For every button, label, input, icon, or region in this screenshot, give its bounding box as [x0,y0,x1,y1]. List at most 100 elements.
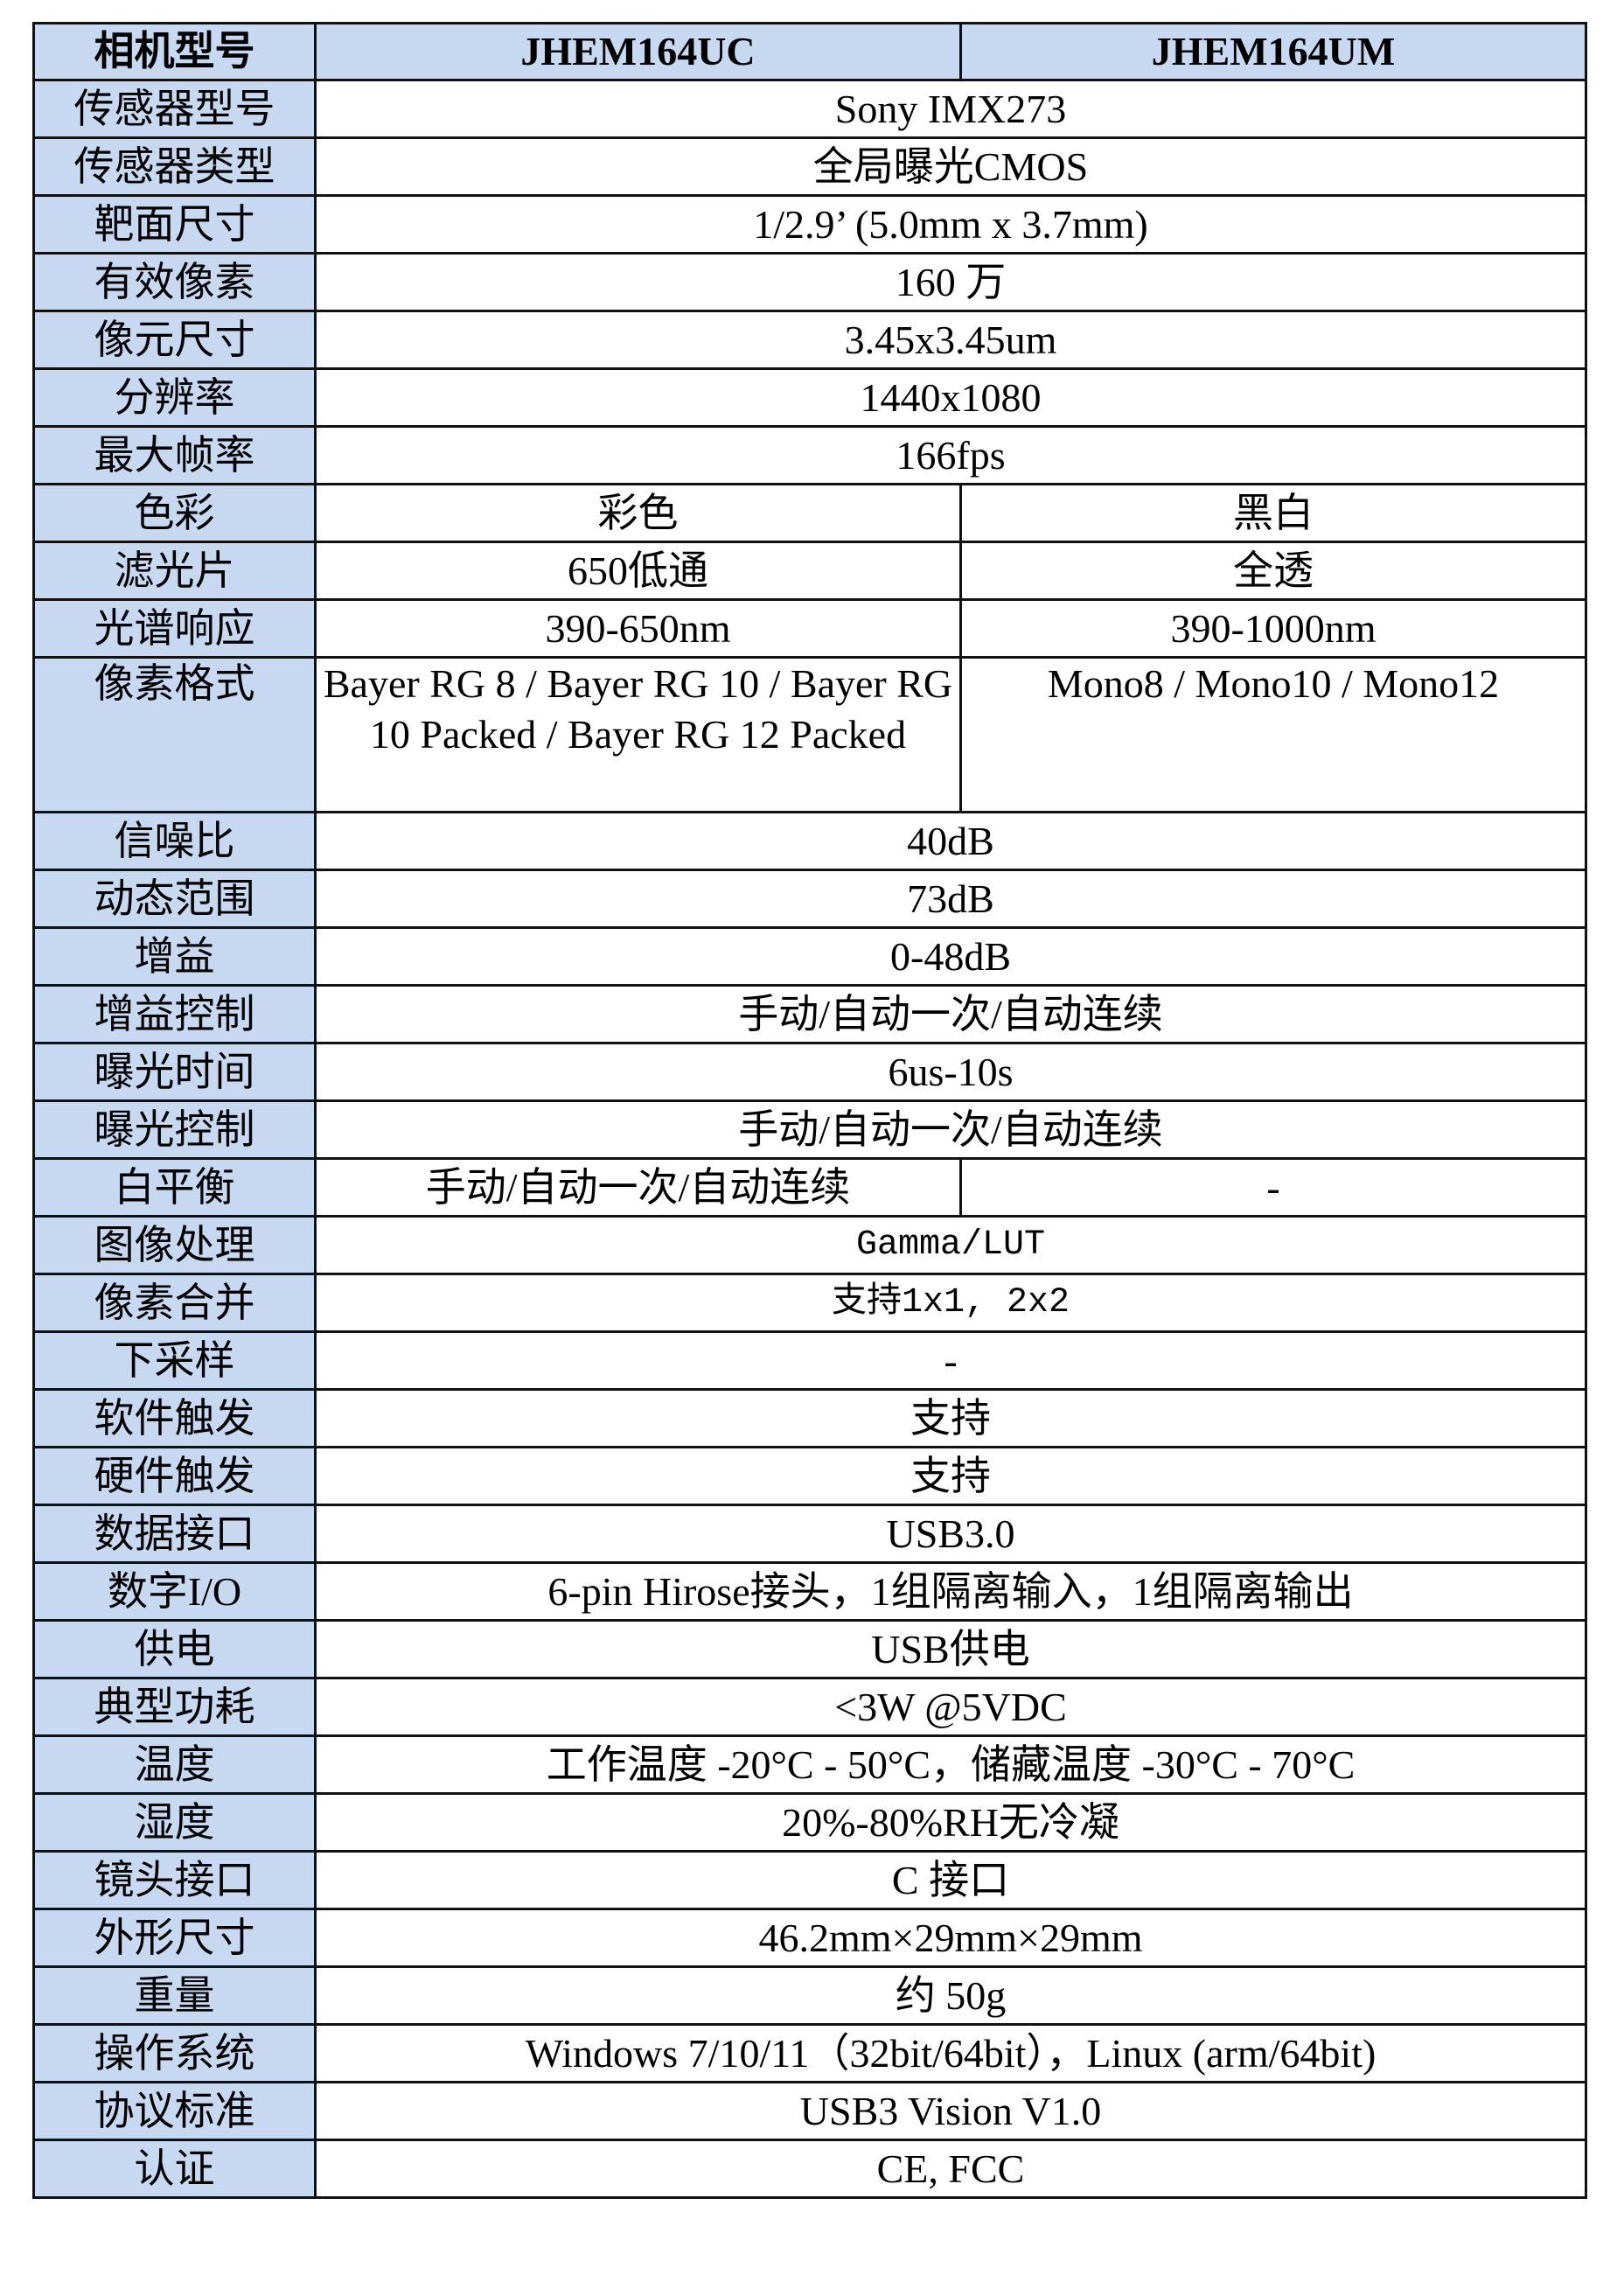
spec-value-um: 390-1000nm [959,598,1587,659]
spec-value: 手动/自动一次/自动连续 [314,984,1587,1044]
spec-label: 湿度 [32,1792,317,1853]
spec-label: 外形尺寸 [32,1908,317,1968]
spec-label: 传感器型号 [32,79,317,139]
spec-value: 6-pin Hirose接头，1组隔离输入，1组隔离输出 [314,1561,1587,1622]
spec-value: C 接口 [314,1850,1587,1910]
spec-value: 73dB [314,869,1587,929]
spec-value-um: - [959,1157,1587,1218]
table-row: 传感器型号 Sony IMX273 [32,79,1587,139]
spec-value: 手动/自动一次/自动连续 [314,1099,1587,1160]
table-row: 湿度 20%-80%RH无冷凝 [32,1792,1587,1853]
spec-value-uc: 手动/自动一次/自动连续 [314,1157,962,1218]
table-row: 滤光片 650低通 全透 [32,541,1587,601]
spec-value-um: 全透 [959,541,1587,601]
table-row: 白平衡 手动/自动一次/自动连续 - [32,1157,1587,1218]
spec-value: USB3.0 [314,1504,1587,1564]
table-row: 镜头接口 C 接口 [32,1850,1587,1910]
spec-value: <3W @5VDC [314,1677,1587,1737]
spec-value: USB3 Vision V1.0 [314,2081,1587,2141]
table-row: 光谱响应 390-650nm 390-1000nm [32,598,1587,659]
table-row: 认证 CE, FCC [32,2139,1587,2199]
table-row: 温度 工作温度 -20°C - 50°C，储藏温度 -30°C - 70°C [32,1734,1587,1795]
spec-label: 镜头接口 [32,1850,317,1910]
table-row: 数字I/O 6-pin Hirose接头，1组隔离输入，1组隔离输出 [32,1561,1587,1622]
spec-value-uc: 彩色 [314,483,962,543]
spec-label: 有效像素 [32,252,317,312]
spec-value: 支持 [314,1446,1587,1506]
spec-label: 像素格式 [32,656,317,813]
spec-value: Gamma/LUT [314,1215,1587,1275]
spec-label: 温度 [32,1734,317,1795]
table-row: 协议标准 USB3 Vision V1.0 [32,2081,1587,2141]
header-row: 相机型号 JHEM164UC JHEM164UM [32,22,1587,81]
spec-label: 增益 [32,926,317,987]
table-row: 有效像素 160 万 [32,252,1587,312]
spec-label: 曝光时间 [32,1042,317,1102]
spec-label: 白平衡 [32,1157,317,1218]
table-row: 曝光控制 手动/自动一次/自动连续 [32,1099,1587,1160]
spec-label: 分辨率 [32,367,317,428]
spec-label: 数据接口 [32,1504,317,1564]
spec-label: 硬件触发 [32,1446,317,1506]
spec-value: Sony IMX273 [314,79,1587,139]
spec-label: 动态范围 [32,869,317,929]
spec-value: 全局曝光CMOS [314,136,1587,197]
table-row: 硬件触发 支持 [32,1446,1587,1506]
spec-value: Windows 7/10/11（32bit/64bit），Linux (arm/… [314,2023,1587,2083]
spec-label: 软件触发 [32,1388,317,1448]
table-row: 典型功耗 <3W @5VDC [32,1677,1587,1737]
spec-value: 6us-10s [314,1042,1587,1102]
spec-label: 操作系统 [32,2023,317,2083]
table-row: 下采样 - [32,1330,1587,1391]
spec-table: 相机型号 JHEM164UC JHEM164UM 传感器型号 Sony IMX27… [32,22,1587,2199]
spec-label: 下采样 [32,1330,317,1391]
table-row: 供电 USB供电 [32,1619,1587,1679]
spec-value: USB供电 [314,1619,1587,1679]
spec-label: 像元尺寸 [32,310,317,370]
spec-value: 160 万 [314,252,1587,312]
spec-value: 1440x1080 [314,367,1587,428]
spec-value: 工作温度 -20°C - 50°C，储藏温度 -30°C - 70°C [314,1734,1587,1795]
table-row: 信噪比 40dB [32,811,1587,871]
spec-value: 46.2mm×29mm×29mm [314,1908,1587,1968]
spec-value: CE, FCC [314,2139,1587,2199]
table-row: 增益控制 手动/自动一次/自动连续 [32,984,1587,1044]
spec-value-uc: Bayer RG 8 / Bayer RG 10 / Bayer RG 10 P… [314,656,962,813]
spec-label: 信噪比 [32,811,317,871]
spec-label: 传感器类型 [32,136,317,197]
table-row: 靶面尺寸 1/2.9’ (5.0mm x 3.7mm) [32,194,1587,255]
spec-label: 靶面尺寸 [32,194,317,255]
table-row: 图像处理 Gamma/LUT [32,1215,1587,1275]
spec-value: 支持 [314,1388,1587,1448]
spec-value: 0-48dB [314,926,1587,987]
table-row: 最大帧率 166fps [32,425,1587,485]
model-uc: JHEM164UC [314,22,962,81]
spec-value-um: 黑白 [959,483,1587,543]
table-row: 传感器类型 全局曝光CMOS [32,136,1587,197]
spec-label: 色彩 [32,483,317,543]
spec-label: 数字I/O [32,1561,317,1622]
spec-label: 光谱响应 [32,598,317,659]
table-row: 操作系统 Windows 7/10/11（32bit/64bit），Linux (… [32,2023,1587,2083]
spec-value-um: Mono8 / Mono10 / Mono12 [959,656,1587,813]
spec-value-uc: 390-650nm [314,598,962,659]
spec-value: 20%-80%RH无冷凝 [314,1792,1587,1853]
spec-value: 166fps [314,425,1587,485]
spec-value: 40dB [314,811,1587,871]
table-row: 像元尺寸 3.45x3.45um [32,310,1587,370]
table-row: 动态范围 73dB [32,869,1587,929]
spec-value: 约 50g [314,1965,1587,2026]
spec-label: 协议标准 [32,2081,317,2141]
spec-label: 典型功耗 [32,1677,317,1737]
table-row: 增益 0-48dB [32,926,1587,987]
table-row: 数据接口 USB3.0 [32,1504,1587,1564]
spec-label: 最大帧率 [32,425,317,485]
spec-label: 增益控制 [32,984,317,1044]
model-um: JHEM164UM [959,22,1587,81]
spec-label: 滤光片 [32,541,317,601]
table-row: 重量约 50g [32,1965,1587,2026]
spec-value-uc: 650低通 [314,541,962,601]
table-row: 像素格式 Bayer RG 8 / Bayer RG 10 / Bayer RG … [32,656,1587,813]
spec-label: 曝光控制 [32,1099,317,1160]
spec-value: 支持1x1, 2x2 [314,1273,1587,1333]
